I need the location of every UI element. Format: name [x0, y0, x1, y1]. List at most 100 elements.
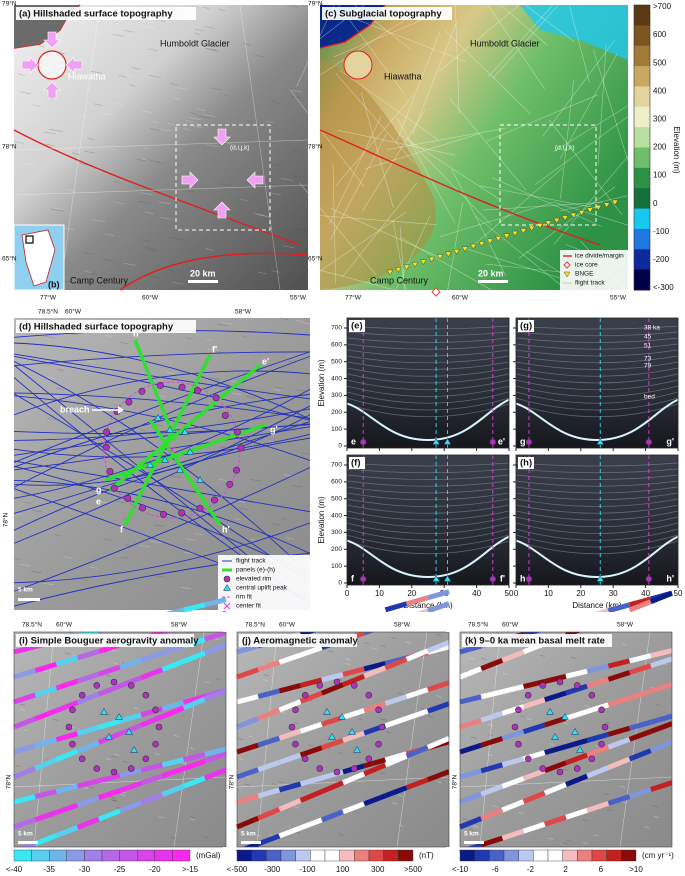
ice-divide — [119, 252, 309, 291]
label: 20 — [407, 589, 416, 598]
texture — [278, 781, 284, 784]
marker — [353, 746, 361, 753]
track-segment — [565, 807, 588, 820]
flight-track — [442, 202, 463, 322]
bed — [515, 398, 679, 442]
texture — [104, 538, 113, 541]
texture — [203, 6, 211, 10]
bnge-marker — [611, 199, 619, 206]
texture — [296, 389, 306, 392]
label: bed — [644, 394, 655, 401]
texture — [548, 837, 554, 841]
track-segment — [278, 825, 302, 839]
colorbar-cell — [634, 5, 650, 26]
texture — [30, 76, 41, 80]
texture — [111, 755, 117, 759]
track-segment — [342, 666, 365, 677]
flight-track — [553, 152, 632, 245]
track-segment — [76, 795, 100, 808]
arrow — [43, 31, 61, 49]
marker — [573, 765, 581, 772]
flight-track — [360, 92, 394, 209]
clip — [0, 306, 14, 616]
flight-track — [494, 0, 548, 46]
track-segment — [650, 682, 673, 694]
track-segment — [161, 659, 185, 672]
texture — [289, 5, 299, 8]
core — [431, 287, 441, 297]
label: 79°N — [2, 0, 17, 8]
greenland — [21, 229, 56, 287]
track-segment — [522, 790, 546, 804]
flight-track — [548, 119, 623, 216]
layer — [515, 534, 679, 548]
clip — [446, 612, 685, 632]
track-segment — [236, 815, 260, 830]
label: f — [120, 524, 124, 534]
flight-track — [517, 0, 575, 42]
marker — [100, 708, 108, 715]
marker — [524, 691, 532, 699]
flight-track — [379, 215, 431, 325]
track-segment — [426, 601, 450, 614]
scale-bar — [18, 841, 38, 844]
texture — [135, 158, 148, 162]
marker — [221, 411, 229, 419]
label: center fit — [236, 603, 261, 610]
layer — [515, 486, 679, 494]
layer — [346, 522, 510, 534]
marker — [598, 740, 605, 748]
lowland — [520, 5, 628, 60]
label: Camp Century — [70, 275, 129, 285]
texture — [226, 142, 235, 146]
texture — [68, 631, 74, 635]
flight-track — [339, 69, 438, 140]
label: <-500 — [227, 865, 248, 874]
title-box — [239, 634, 357, 647]
colorbar-cell — [634, 228, 650, 250]
label: 100 — [331, 426, 342, 433]
track-segment — [13, 668, 36, 680]
marker — [292, 740, 299, 748]
layer — [346, 504, 510, 514]
track-segment — [13, 743, 36, 755]
layer — [515, 468, 679, 474]
colorbar-cell — [634, 188, 650, 210]
texture — [120, 793, 126, 797]
texture — [142, 146, 150, 150]
flight-track — [559, 53, 618, 159]
texture — [47, 444, 53, 448]
track-segment — [628, 719, 652, 731]
label: >700 — [653, 2, 672, 11]
marker — [237, 444, 245, 452]
texture — [184, 119, 194, 123]
track-segment — [320, 738, 344, 751]
colorbar-cell — [634, 66, 650, 87]
texture — [104, 233, 115, 237]
texture — [197, 511, 205, 515]
colorbar-cell — [310, 849, 326, 862]
texture — [146, 275, 161, 279]
texture — [302, 322, 311, 325]
flight-track — [13, 433, 311, 458]
layer — [346, 367, 510, 377]
marker — [106, 468, 114, 476]
label: 5 km — [18, 831, 33, 838]
track-segment — [459, 694, 482, 705]
marker — [102, 443, 110, 451]
marker — [598, 706, 605, 714]
bnge-marker — [486, 238, 494, 245]
texture — [148, 48, 159, 52]
label: breach — [60, 404, 90, 414]
label: 78.5°N — [245, 621, 265, 629]
label: 10 — [375, 589, 384, 598]
colorbar-cell — [266, 849, 282, 862]
flight-track — [491, 177, 602, 227]
texture — [43, 582, 55, 586]
track-segment — [501, 799, 525, 813]
colorbar-cell — [634, 86, 650, 108]
marker — [573, 682, 581, 689]
track-segment — [586, 765, 610, 779]
colorbar-frame — [633, 4, 651, 291]
track-segment — [299, 789, 323, 803]
